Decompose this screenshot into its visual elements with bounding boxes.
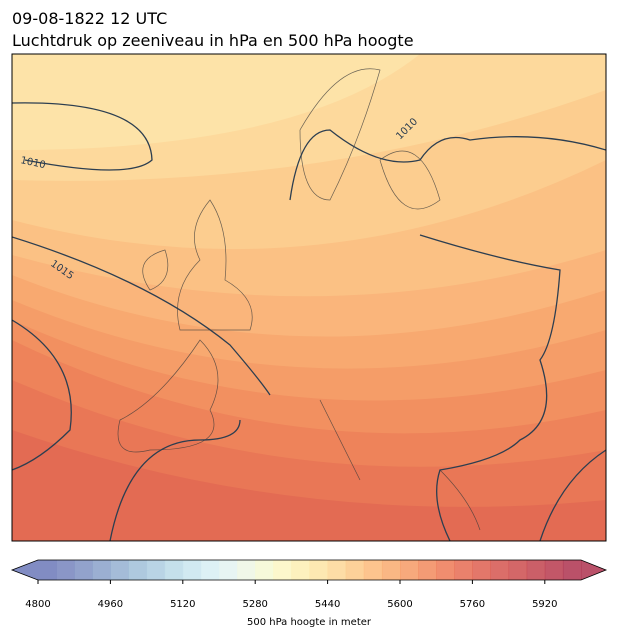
colorbar-extend-low <box>12 560 38 580</box>
colorbar-swatch <box>200 560 220 580</box>
colorbar-swatch <box>436 560 455 580</box>
colorbar-swatch <box>562 560 582 580</box>
colorbar-tick-label: 5920 <box>532 599 557 610</box>
contour-label: 1010 <box>19 155 46 171</box>
colorbar-swatch <box>327 560 347 580</box>
colorbar-outline <box>10 559 608 581</box>
colorbar-swatch <box>38 560 57 580</box>
colorbar-swatch <box>508 560 528 580</box>
colorbar-swatch <box>345 560 365 580</box>
colorbar-swatch <box>381 560 401 580</box>
colorbar-swatch <box>74 560 93 580</box>
colorbar-swatch <box>92 560 111 580</box>
colorbar-swatch <box>164 560 184 580</box>
title: 09-08-1822 12 UTC <box>12 9 167 28</box>
colorbar: 4800 4960 5120 5280 5440 5600 5760 5920 <box>10 559 608 610</box>
colorbar-swatch <box>363 560 383 580</box>
colorbar-swatch <box>128 560 148 580</box>
colorbar-swatch <box>146 560 166 580</box>
colorbar-swatch <box>291 560 310 580</box>
map <box>12 54 606 541</box>
subtitle: Luchtdruk op zeeniveau in hPa en 500 hPa… <box>12 31 414 50</box>
colorbar-swatch <box>490 560 510 580</box>
colorbar-swatch <box>472 560 491 580</box>
colorbar-swatch <box>56 560 75 580</box>
colorbar-swatch <box>454 560 473 580</box>
colorbar-swatch <box>219 560 238 580</box>
colorbar-swatch <box>418 560 437 580</box>
map-frame <box>11 53 607 542</box>
colorbar-swatch <box>110 560 129 580</box>
colorbar-tick-label: 5760 <box>460 599 485 610</box>
colorbar-tick-label: 5120 <box>170 599 195 610</box>
colorbar-swatch <box>255 560 274 580</box>
colorbar-tick-label: 5440 <box>315 599 340 610</box>
colorbar-swatch <box>400 560 419 580</box>
colorbar-tick-label: 5280 <box>242 599 267 610</box>
colorbar-tick-label: 4800 <box>25 599 50 610</box>
colorbar-swatch <box>273 560 292 580</box>
colorbar-swatch <box>182 560 202 580</box>
colorbar-swatch <box>544 560 564 580</box>
colorbar-extend-high <box>581 560 606 580</box>
colorbar-swatch <box>309 560 329 580</box>
colorbar-label: 500 hPa hoogte in meter <box>247 617 372 628</box>
colorbar-swatch <box>526 560 546 580</box>
colorbar-tick-label: 4960 <box>98 599 123 610</box>
colorbar-swatch <box>237 560 256 580</box>
colorbar-tick-label: 5600 <box>387 599 412 610</box>
